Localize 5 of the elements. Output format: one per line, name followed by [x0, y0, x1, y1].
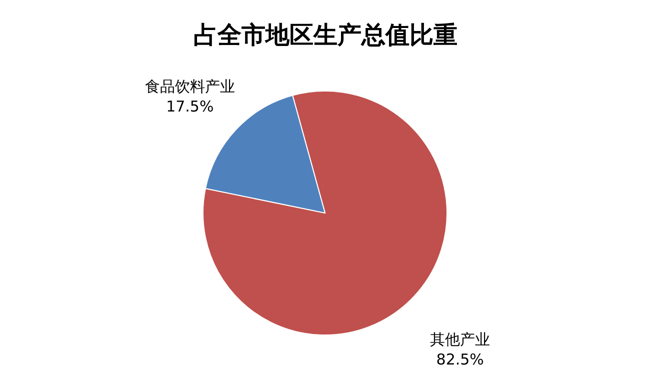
slice-label: 食品饮料产业	[144, 78, 235, 96]
data-label: 17.5%	[166, 98, 214, 116]
data-label: 82.5%	[436, 350, 484, 368]
slice-label: 其他产业	[430, 330, 490, 348]
chart-title: 占全市地区生产总值比重	[194, 21, 458, 49]
